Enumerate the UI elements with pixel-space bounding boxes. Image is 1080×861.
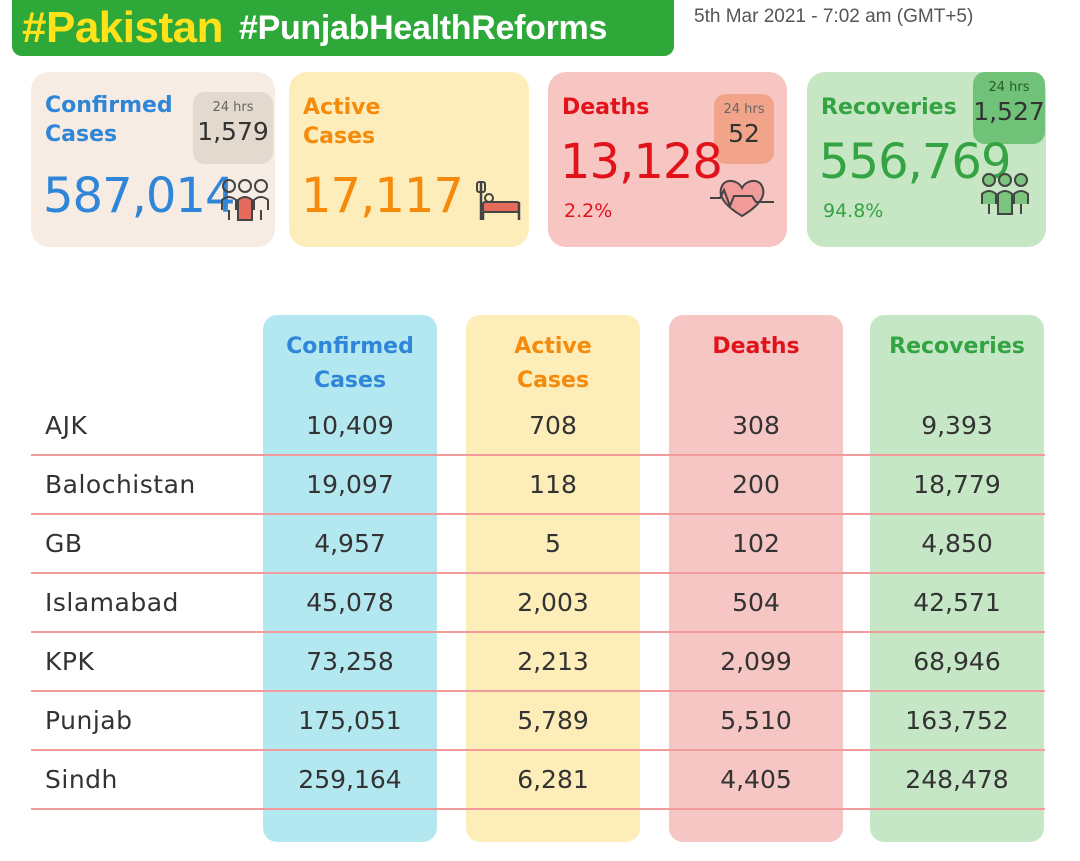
deaths-percent: 2.2% bbox=[564, 200, 613, 222]
people-icon bbox=[981, 173, 1029, 215]
confirmed-cell: 4,957 bbox=[314, 529, 386, 558]
region-name: Punjab bbox=[45, 706, 133, 735]
table-row: KPK 73,258 2,213 2,099 68,946 bbox=[0, 633, 1080, 692]
heartbeat-icon bbox=[710, 180, 774, 218]
active-total: 17,117 bbox=[301, 168, 464, 224]
confirmed-cell: 175,051 bbox=[298, 706, 402, 735]
confirmed-cell: 259,164 bbox=[298, 765, 402, 794]
confirmed-total: 587,014 bbox=[43, 168, 235, 224]
card-title: Active Cases bbox=[303, 95, 381, 149]
hashtag-banner: #Pakistan #PunjabHealthReforms bbox=[12, 0, 674, 56]
recoveries-cell: 42,571 bbox=[913, 588, 1001, 617]
column-header-recoveries: Recoveries bbox=[889, 334, 1025, 359]
active-cell: 5,789 bbox=[517, 706, 589, 735]
column-header-deaths: Deaths bbox=[712, 334, 800, 359]
column-header-active: Active Cases bbox=[514, 334, 592, 393]
row-divider bbox=[31, 690, 1045, 692]
row-divider bbox=[31, 749, 1045, 751]
deaths-cell: 102 bbox=[732, 529, 780, 558]
recoveries-cell: 4,850 bbox=[921, 529, 993, 558]
row-divider bbox=[31, 808, 1045, 810]
card-title: Deaths bbox=[562, 95, 650, 120]
badge-24hrs: 24 hrs 1,527 bbox=[973, 72, 1045, 144]
hospital-bed-icon bbox=[476, 181, 521, 220]
confirmed-cell: 73,258 bbox=[306, 647, 394, 676]
hashtag-pakistan[interactable]: #Pakistan bbox=[22, 3, 223, 52]
confirmed-cell: 10,409 bbox=[306, 411, 394, 440]
deaths-total: 13,128 bbox=[560, 134, 723, 190]
active-cell: 6,281 bbox=[517, 765, 589, 794]
recoveries-cell: 248,478 bbox=[905, 765, 1009, 794]
deaths-cell: 200 bbox=[732, 470, 780, 499]
card-confirmed-cases: Confirmed Cases 24 hrs 1,579 587,014 bbox=[31, 72, 275, 247]
active-cell: 118 bbox=[529, 470, 577, 499]
region-name: Balochistan bbox=[45, 470, 196, 499]
column-recoveries-bg bbox=[870, 315, 1044, 842]
active-cell: 2,003 bbox=[517, 588, 589, 617]
recoveries-cell: 163,752 bbox=[905, 706, 1009, 735]
column-active-bg bbox=[466, 315, 640, 842]
badge-24hrs: 24 hrs 1,579 bbox=[193, 92, 273, 164]
card-title: Recoveries bbox=[821, 95, 957, 120]
hashtag-punjab-health-reforms[interactable]: #PunjabHealthReforms bbox=[238, 9, 608, 47]
active-cell: 708 bbox=[529, 411, 577, 440]
recoveries-cell: 68,946 bbox=[913, 647, 1001, 676]
row-divider bbox=[31, 631, 1045, 633]
deaths-cell: 5,510 bbox=[720, 706, 792, 735]
recoveries-percent: 94.8% bbox=[823, 200, 884, 222]
badge-24hrs: 24 hrs 52 bbox=[714, 94, 774, 164]
confirmed-cell: 19,097 bbox=[306, 470, 394, 499]
confirmed-cell: 45,078 bbox=[306, 588, 394, 617]
table-row: Balochistan 19,097 118 200 18,779 bbox=[0, 456, 1080, 515]
card-recoveries: Recoveries 24 hrs 1,527 556,769 94.8% bbox=[807, 72, 1046, 247]
table-row: Punjab 175,051 5,789 5,510 163,752 bbox=[0, 692, 1080, 751]
timestamp: 5th Mar 2021 - 7:02 am (GMT+5) bbox=[694, 6, 974, 27]
region-name: AJK bbox=[45, 411, 88, 440]
region-name: Sindh bbox=[45, 765, 118, 794]
region-name: KPK bbox=[45, 647, 95, 676]
column-header-confirmed: Confirmed Cases bbox=[286, 334, 414, 393]
region-name: GB bbox=[45, 529, 83, 558]
card-title: Confirmed Cases bbox=[45, 93, 173, 147]
card-active-cases: Active Cases 17,117 bbox=[289, 72, 529, 247]
recoveries-total: 556,769 bbox=[819, 134, 1011, 190]
table-row: AJK 10,409 708 308 9,393 bbox=[0, 397, 1080, 456]
table-row: Islamabad 45,078 2,003 504 42,571 bbox=[0, 574, 1080, 633]
card-deaths: Deaths 24 hrs 52 13,128 2.2% bbox=[548, 72, 787, 247]
deaths-cell: 4,405 bbox=[720, 765, 792, 794]
active-cell: 5 bbox=[545, 529, 561, 558]
recoveries-cell: 18,779 bbox=[913, 470, 1001, 499]
deaths-cell: 504 bbox=[732, 588, 780, 617]
people-icon bbox=[221, 179, 269, 221]
region-name: Islamabad bbox=[45, 588, 179, 617]
table-row: Sindh 259,164 6,281 4,405 248,478 bbox=[0, 751, 1080, 810]
table-row: GB 4,957 5 102 4,850 bbox=[0, 515, 1080, 574]
row-divider bbox=[31, 454, 1045, 456]
row-divider bbox=[31, 513, 1045, 515]
recoveries-cell: 9,393 bbox=[921, 411, 993, 440]
deaths-cell: 2,099 bbox=[720, 647, 792, 676]
column-confirmed-bg bbox=[263, 315, 437, 842]
active-cell: 2,213 bbox=[517, 647, 589, 676]
column-deaths-bg bbox=[669, 315, 843, 842]
deaths-cell: 308 bbox=[732, 411, 780, 440]
row-divider bbox=[31, 572, 1045, 574]
